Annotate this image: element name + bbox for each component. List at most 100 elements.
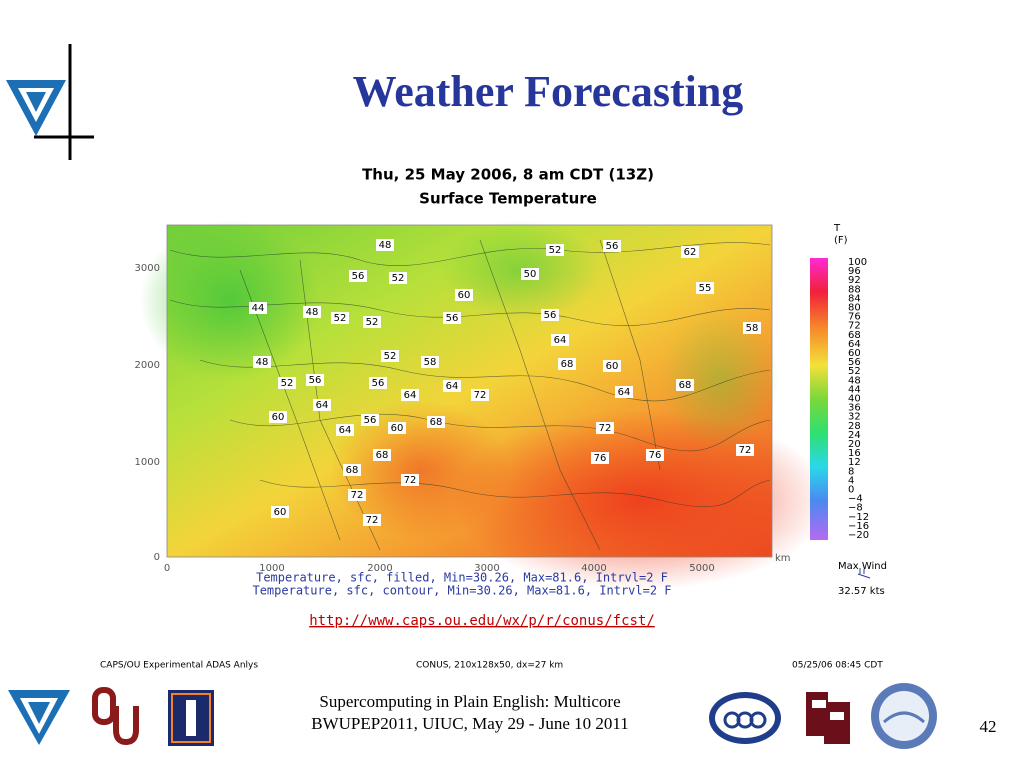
legend-level: 32 bbox=[848, 412, 861, 423]
contour-label-box bbox=[401, 474, 419, 486]
contour-label-box bbox=[363, 316, 381, 328]
legend-level: 0 bbox=[848, 485, 854, 496]
color-bar bbox=[810, 258, 828, 540]
legend-level: 40 bbox=[848, 394, 861, 405]
contour-label: 56 bbox=[352, 271, 365, 282]
legend-level: 80 bbox=[848, 303, 861, 314]
contour-label-box bbox=[331, 312, 349, 324]
contour-label-box bbox=[388, 422, 406, 434]
logo bbox=[6, 44, 94, 160]
contour-label: 72 bbox=[351, 490, 364, 501]
contour-label: 56 bbox=[372, 378, 385, 389]
contour-label: 68 bbox=[346, 465, 359, 476]
legend-level: −12 bbox=[848, 512, 869, 523]
y-tick-label: 0 bbox=[154, 552, 160, 563]
legend-unit: (F) bbox=[834, 235, 848, 246]
contour-label: 56 bbox=[446, 313, 459, 324]
page-number: 42 bbox=[980, 717, 997, 736]
legend-level: 52 bbox=[848, 366, 861, 377]
legend-level: 60 bbox=[848, 348, 861, 359]
contour-label: 72 bbox=[739, 445, 752, 456]
wind-barb bbox=[857, 568, 871, 579]
figure-subtitle: Surface Temperature bbox=[419, 190, 597, 208]
contour-label-box bbox=[521, 268, 539, 280]
legend-level: 12 bbox=[848, 457, 861, 468]
source-link[interactable]: http://www.caps.ou.edu/wx/p/r/conus/fcst… bbox=[309, 613, 655, 629]
contour-label: 58 bbox=[746, 323, 759, 334]
contour-label: 50 bbox=[524, 269, 537, 280]
legend-level: 28 bbox=[848, 421, 861, 432]
contour-label: 64 bbox=[316, 400, 329, 411]
legend-level: 56 bbox=[848, 357, 861, 368]
contour-label-box bbox=[736, 444, 754, 456]
contour-label-box bbox=[591, 452, 609, 464]
contour-label-box bbox=[676, 379, 694, 391]
contour-label: 60 bbox=[458, 290, 471, 301]
contour-label-box bbox=[253, 356, 271, 368]
contour-label: 48 bbox=[306, 307, 319, 318]
contour-label: 64 bbox=[618, 387, 631, 398]
contour-label: 55 bbox=[699, 283, 712, 294]
contour-label-box bbox=[373, 449, 391, 461]
contour-label-box bbox=[369, 377, 387, 389]
map bbox=[140, 220, 830, 590]
contour-label-box bbox=[381, 350, 399, 362]
contour-label-box bbox=[603, 360, 621, 372]
x-tick-label: 0 bbox=[164, 563, 170, 574]
contour-label-box bbox=[389, 272, 407, 284]
contour-label-box bbox=[361, 414, 379, 426]
contour-label: 60 bbox=[606, 361, 619, 372]
legend-level: −20 bbox=[848, 530, 869, 541]
footer-logos bbox=[8, 683, 937, 749]
contour-label: 56 bbox=[364, 415, 377, 426]
legend-level: −16 bbox=[848, 521, 869, 532]
x-tick-label: 3000 bbox=[474, 563, 499, 574]
legend-level: 92 bbox=[848, 275, 861, 286]
contour-label: 68 bbox=[561, 359, 574, 370]
y-tick-label: 1000 bbox=[135, 457, 160, 468]
contour-label: 60 bbox=[274, 507, 287, 518]
legend-level: 48 bbox=[848, 375, 861, 386]
contour-label-box bbox=[349, 270, 367, 282]
contour-label: 60 bbox=[391, 423, 404, 434]
legend-level: 100 bbox=[848, 257, 867, 268]
legend-title: T bbox=[833, 223, 841, 234]
contour-label: 56 bbox=[606, 241, 619, 252]
legend-level: 88 bbox=[848, 284, 861, 295]
legend-level: 64 bbox=[848, 339, 861, 350]
contour-label-box bbox=[541, 309, 559, 321]
legend-level: 36 bbox=[848, 403, 861, 414]
legend-level: 20 bbox=[848, 439, 861, 450]
contour-label-box bbox=[303, 306, 321, 318]
contour-label: 60 bbox=[272, 412, 285, 423]
info-right: 05/25/06 08:45 CDT bbox=[792, 661, 883, 671]
figure-title: Thu, 25 May 2006, 8 am CDT (13Z) bbox=[362, 166, 654, 184]
contour-label: 52 bbox=[549, 245, 562, 256]
contour-label-box bbox=[313, 399, 331, 411]
x-tick-label: 5000 bbox=[689, 563, 714, 574]
contour-label-box bbox=[269, 411, 287, 423]
contour-label-box bbox=[558, 358, 576, 370]
contour-label-box bbox=[615, 386, 633, 398]
contour-label-box bbox=[443, 380, 461, 392]
contour-label-box bbox=[278, 377, 296, 389]
contour-label-box bbox=[348, 489, 366, 501]
contour-label-box bbox=[271, 506, 289, 518]
contour-label-box bbox=[681, 246, 699, 258]
contour-label-box bbox=[546, 244, 564, 256]
legend-level: 84 bbox=[848, 293, 861, 304]
contour-label-box bbox=[427, 416, 445, 428]
contour-label: 48 bbox=[256, 357, 269, 368]
info-center: CONUS, 210x128x50, dx=27 km bbox=[416, 661, 563, 671]
contour-label: 62 bbox=[684, 247, 697, 258]
contour-label: 48 bbox=[379, 240, 392, 251]
legend-level: 24 bbox=[848, 430, 861, 441]
contour-label: 68 bbox=[376, 450, 389, 461]
contour-label: 64 bbox=[404, 390, 417, 401]
legend-level: 72 bbox=[848, 321, 861, 332]
contour-label-box bbox=[596, 422, 614, 434]
contour-label-box bbox=[336, 424, 354, 436]
contour-label-box bbox=[443, 312, 461, 324]
x-tick-label: 2000 bbox=[367, 563, 392, 574]
